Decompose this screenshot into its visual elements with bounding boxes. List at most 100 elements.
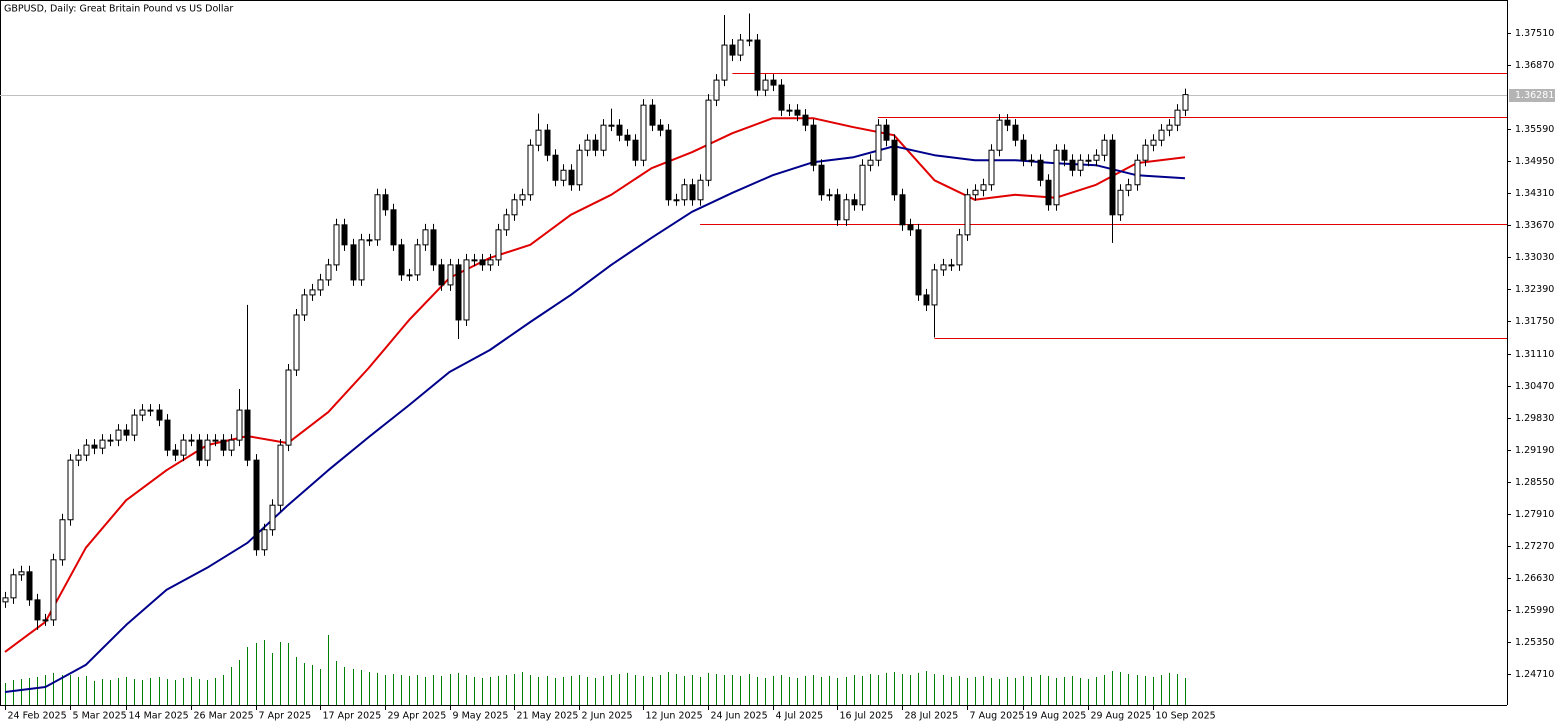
candle-body	[689, 184, 696, 201]
candle-body	[527, 144, 534, 196]
y-tick-label: 1.34950	[1515, 156, 1554, 167]
candle-body	[697, 179, 704, 201]
candle-body	[762, 79, 769, 91]
candle-body	[729, 44, 736, 56]
candle-body	[422, 229, 429, 246]
candle-body	[463, 259, 470, 321]
candle-body	[673, 199, 680, 202]
y-tick-label: 1.31110	[1515, 349, 1554, 360]
candle-body	[147, 409, 154, 412]
candle-body	[350, 244, 357, 281]
x-tick-label: 24 Feb 2025	[8, 711, 67, 722]
candle-body	[624, 134, 631, 141]
candle-body	[915, 229, 922, 296]
candle-body	[1125, 184, 1132, 191]
candle-body	[907, 224, 914, 231]
candle-body	[511, 199, 518, 216]
candle-body	[560, 169, 567, 181]
candle-body	[1053, 149, 1060, 206]
candle-body	[277, 444, 284, 506]
candle-body	[899, 194, 906, 226]
y-tick-label: 1.28550	[1515, 477, 1554, 488]
candle-body	[818, 164, 825, 196]
x-tick-label: 4 Jul 2025	[776, 711, 824, 722]
candle-body	[754, 39, 761, 91]
candle-body	[1134, 159, 1141, 186]
candle-body	[1077, 159, 1084, 171]
candle-body	[471, 259, 478, 262]
candle-body	[851, 199, 858, 206]
candle-body	[366, 239, 373, 242]
candle-body	[786, 109, 793, 112]
candle-body	[236, 409, 243, 441]
y-tick-label: 1.29190	[1515, 445, 1554, 456]
candle-body	[1045, 179, 1052, 206]
y-tick-label: 1.34310	[1515, 188, 1554, 199]
y-tick-label: 1.27910	[1515, 509, 1554, 520]
candle-body	[665, 129, 672, 201]
candle-body	[180, 439, 187, 456]
candle-body	[867, 159, 874, 166]
candle-body	[1150, 139, 1157, 146]
y-tick-label: 1.24710	[1515, 669, 1554, 680]
candle-body	[447, 264, 454, 286]
candle-body	[576, 149, 583, 186]
x-tick-label: 19 Aug 2025	[1026, 711, 1087, 722]
candle-body	[220, 439, 227, 451]
candle-body	[584, 139, 591, 151]
candle-body	[75, 454, 82, 461]
candle-body	[67, 459, 74, 521]
y-tick-label: 1.36870	[1515, 60, 1554, 71]
candle-body	[123, 429, 130, 436]
candle-body	[544, 129, 551, 156]
candle-body	[212, 439, 219, 442]
candle-body	[196, 439, 203, 461]
candle-body	[2, 597, 9, 603]
candle-body	[1142, 144, 1149, 161]
candle-body	[1004, 119, 1011, 126]
x-tick-label: 28 Jul 2025	[905, 711, 959, 722]
x-tick-label: 12 Jun 2025	[646, 711, 703, 722]
candle-body	[1012, 124, 1019, 141]
candle-body	[374, 194, 381, 241]
candle-body	[325, 264, 332, 281]
candle-body	[1069, 159, 1076, 171]
candle-body	[1101, 139, 1108, 156]
x-tick-label: 5 Mar 2025	[73, 711, 127, 722]
candle-body	[139, 409, 146, 416]
candle-body	[244, 409, 251, 461]
candle-body	[261, 529, 268, 551]
candle-body	[269, 504, 276, 531]
candle-body	[253, 459, 260, 551]
candle-body	[519, 194, 526, 201]
candle-body	[164, 419, 171, 451]
candle-body	[59, 519, 66, 561]
candle-body	[843, 199, 850, 221]
candle-body	[333, 224, 340, 266]
candle-body	[802, 114, 809, 126]
candle-body	[10, 574, 17, 599]
candle-body	[649, 104, 656, 126]
x-tick-label: 16 Jul 2025	[840, 711, 894, 722]
candle-body	[964, 194, 971, 236]
candle-body	[1020, 139, 1027, 161]
candle-body	[972, 189, 979, 196]
x-tick-label: 7 Apr 2025	[259, 711, 312, 722]
candle-body	[891, 139, 898, 196]
candle-body	[430, 229, 437, 266]
x-tick-label: 10 Sep 2025	[1156, 711, 1216, 722]
y-tick-label: 1.26630	[1515, 573, 1554, 584]
y-tick-label: 1.25990	[1515, 605, 1554, 616]
candle-body	[721, 44, 728, 81]
candle-body	[600, 124, 607, 151]
last-price-box	[1509, 89, 1555, 102]
candle-body	[390, 209, 397, 246]
candle-body	[834, 194, 841, 221]
candle-body	[1028, 159, 1035, 162]
candle-body	[293, 314, 300, 371]
candle-body	[552, 154, 559, 181]
y-tick-label: 1.37510	[1515, 28, 1554, 39]
candle-body	[770, 79, 777, 86]
candle-body	[91, 444, 98, 449]
